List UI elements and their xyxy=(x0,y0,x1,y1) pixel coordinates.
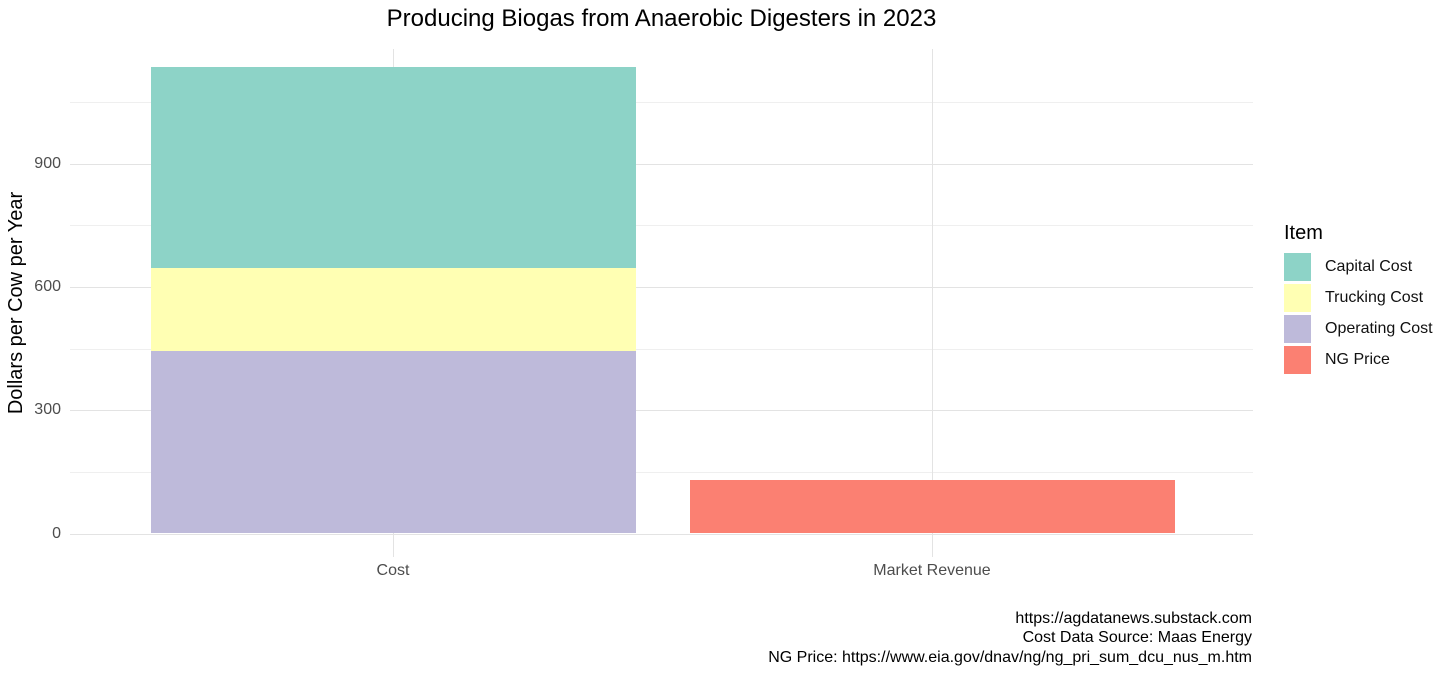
bar-segment-market-revenue-ng-price xyxy=(689,480,1175,534)
legend-items: Capital Cost Trucking Cost Operating Cost N… xyxy=(1284,253,1433,374)
legend-label-trucking-cost: Trucking Cost xyxy=(1325,289,1424,306)
legend-item-capital-cost: Capital Cost xyxy=(1284,253,1433,281)
caption-line-1: https://agdatanews.substack.com xyxy=(1015,610,1252,627)
gridline-y-minor-750 xyxy=(70,225,1253,227)
gridline-y-major-900 xyxy=(70,163,1253,165)
y-tick-label-0: 0 xyxy=(52,524,61,542)
y-tick-label-600: 600 xyxy=(34,277,61,295)
chart-title: Producing Biogas from Anaerobic Digester… xyxy=(386,5,937,32)
legend: Item Capital Cost Trucking Cost Operating … xyxy=(1284,222,1433,377)
y-tick-label-900: 900 xyxy=(34,154,61,172)
legend-label-operating-cost: Operating Cost xyxy=(1325,320,1433,337)
bar-segment-cost-operating-cost xyxy=(150,350,636,534)
bar-segment-cost-trucking-cost xyxy=(150,268,636,351)
y-tick-label-300: 300 xyxy=(34,401,61,419)
gridline-y-major-0 xyxy=(70,533,1253,535)
x-axis-label-market-revenue: Market Revenue xyxy=(873,562,991,579)
gridline-x-major-market-revenue xyxy=(932,49,933,557)
gridline-y-major-300 xyxy=(70,410,1253,412)
legend-key-trucking-cost xyxy=(1284,284,1311,312)
gridline-y-minor-150 xyxy=(70,471,1253,473)
legend-key-ng-price xyxy=(1284,346,1311,374)
legend-item-ng-price: NG Price xyxy=(1284,346,1433,374)
caption-line-2: Cost Data Source: Maas Energy xyxy=(1022,629,1252,647)
legend-item-trucking-cost: Trucking Cost xyxy=(1284,284,1433,312)
legend-item-operating-cost: Operating Cost xyxy=(1284,315,1433,343)
legend-title: Item xyxy=(1284,222,1323,244)
caption-line-3: NG Price: https://www.eia.gov/dnav/ng/ng… xyxy=(768,648,1252,666)
legend-key-capital-cost xyxy=(1284,253,1311,281)
plot-panel xyxy=(70,49,1253,557)
caption: https://agdatanews.substack.com Cost Dat… xyxy=(768,609,1252,667)
gridline-y-major-600 xyxy=(70,286,1253,288)
legend-label-ng-price: NG Price xyxy=(1325,351,1390,368)
gridline-y-minor-450 xyxy=(70,348,1253,350)
bar-segment-cost-capital-cost xyxy=(150,67,636,269)
legend-label-capital-cost: Capital Cost xyxy=(1325,258,1413,275)
legend-key-operating-cost xyxy=(1284,315,1311,343)
gridline-y-minor-1050 xyxy=(70,101,1253,103)
x-axis-label-cost: Cost xyxy=(376,562,410,579)
